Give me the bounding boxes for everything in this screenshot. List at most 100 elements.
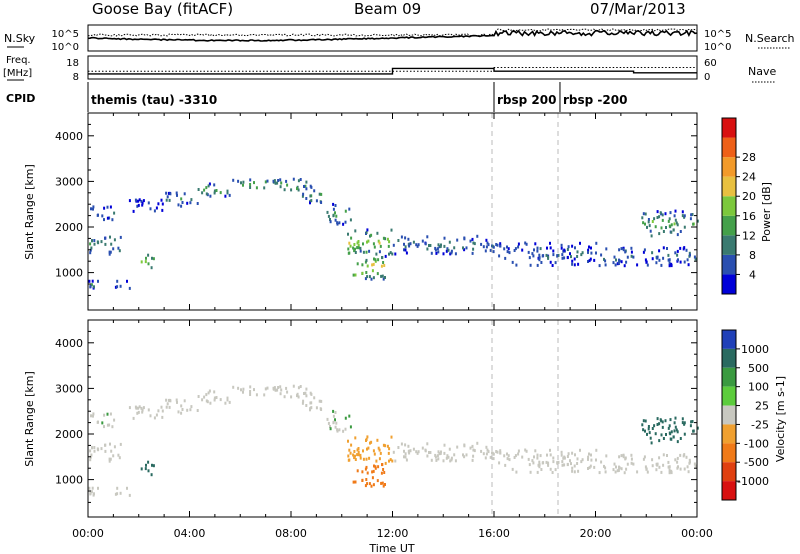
power-cell [255, 186, 258, 190]
velocity-cell [646, 470, 649, 474]
velocity-cell [348, 414, 351, 418]
velocity-cell [614, 470, 617, 474]
noise-right-tick-top: 10^5 [704, 29, 731, 40]
power-cell [415, 243, 418, 247]
velocity-cell [645, 467, 648, 471]
velocity-cell [676, 460, 679, 464]
velocity-cell [89, 492, 92, 496]
velocity-cell [539, 454, 542, 458]
velocity-cell [674, 458, 677, 462]
velocity-cell [485, 445, 488, 449]
power-cell [673, 222, 676, 226]
velocity-cell [426, 454, 429, 458]
velocity-cell [686, 465, 689, 469]
velocity-cell [566, 463, 569, 467]
velocity-cell [536, 453, 539, 457]
velocity-cell [176, 400, 178, 404]
power-cell [485, 245, 488, 249]
power-cell [622, 248, 625, 252]
power-cell [390, 228, 393, 232]
power-cell [388, 240, 391, 244]
power-cell [688, 251, 691, 255]
velocity-cell [641, 423, 644, 427]
velocity-cell [357, 450, 360, 454]
velocity-cell [110, 449, 113, 453]
velocity-cell [375, 459, 378, 463]
power-cell [305, 197, 308, 200]
power-cell [208, 182, 211, 186]
velocity-cell [104, 449, 107, 453]
velocity-cell [670, 430, 673, 434]
power-cell [320, 192, 323, 196]
velocity-cell [383, 471, 386, 474]
velocity-cell [349, 425, 352, 429]
power-cell [136, 204, 139, 208]
velocity-cell [683, 453, 686, 457]
power-cell [224, 194, 227, 198]
power-cell [305, 187, 308, 191]
velocity-cell [454, 459, 457, 463]
velocity-cell [598, 471, 601, 475]
power-cell [89, 285, 92, 289]
velocity-cell [658, 465, 661, 469]
power-cell [176, 193, 178, 197]
power-cell [650, 234, 653, 238]
power-cell [660, 226, 663, 230]
power-cell [659, 211, 662, 215]
power-cell [283, 188, 286, 192]
velocity-scatter [88, 384, 699, 497]
power-cell [118, 249, 121, 253]
power-cell [593, 258, 596, 262]
power-cell [290, 188, 293, 192]
velocity-cell [279, 392, 282, 396]
velocity-cell [542, 461, 545, 465]
power-cell [150, 266, 153, 270]
power-cell [371, 269, 374, 273]
velocity-cell [661, 420, 664, 424]
velocity-cell [415, 450, 418, 454]
power-cell [656, 210, 659, 214]
time-tick-label: 00:00 [681, 527, 713, 540]
velocity-cell [581, 458, 584, 462]
power-cell [686, 258, 689, 262]
power-cell [649, 229, 652, 233]
power-cell [165, 191, 168, 195]
power-cell [272, 179, 275, 183]
velocity-cell [620, 467, 623, 471]
power-cell [450, 249, 453, 253]
cpid-row: CPID themis (tau) -3310 rbsp 200 rbsp -200 [6, 82, 627, 112]
power-cell [372, 262, 375, 266]
velocity-cell [655, 468, 658, 472]
power-scatter [88, 177, 699, 290]
power-cell [646, 225, 648, 229]
power-cell [242, 183, 244, 187]
velocity-cell [354, 436, 357, 440]
velocity-cell [648, 431, 651, 435]
velocity-cell [503, 454, 506, 458]
velocity-cell [416, 451, 419, 455]
velocity-cell [549, 448, 551, 452]
power-cell [297, 179, 300, 183]
power-cell [571, 262, 574, 266]
velocity-cell [430, 458, 433, 462]
velocity-cell [347, 454, 350, 458]
velocity-cell [136, 411, 139, 415]
velocity-cell [536, 470, 539, 474]
power-cell [679, 230, 682, 233]
power-cell [142, 199, 145, 203]
power-cell [373, 245, 376, 249]
power-cell [440, 243, 442, 247]
freq-label-line2: [MHz] [3, 68, 32, 79]
velocity-cell [653, 424, 656, 428]
velocity-cell [327, 421, 330, 425]
power-cell [226, 191, 229, 195]
power-cell [161, 202, 164, 206]
velocity-cell [153, 416, 156, 420]
velocity-cell [112, 454, 115, 458]
power-cell [643, 248, 646, 252]
power-cell [620, 247, 623, 251]
power-cell [348, 241, 351, 245]
power-cell [588, 259, 591, 263]
velocity-cell [367, 446, 370, 450]
velocity-cell [168, 405, 171, 409]
